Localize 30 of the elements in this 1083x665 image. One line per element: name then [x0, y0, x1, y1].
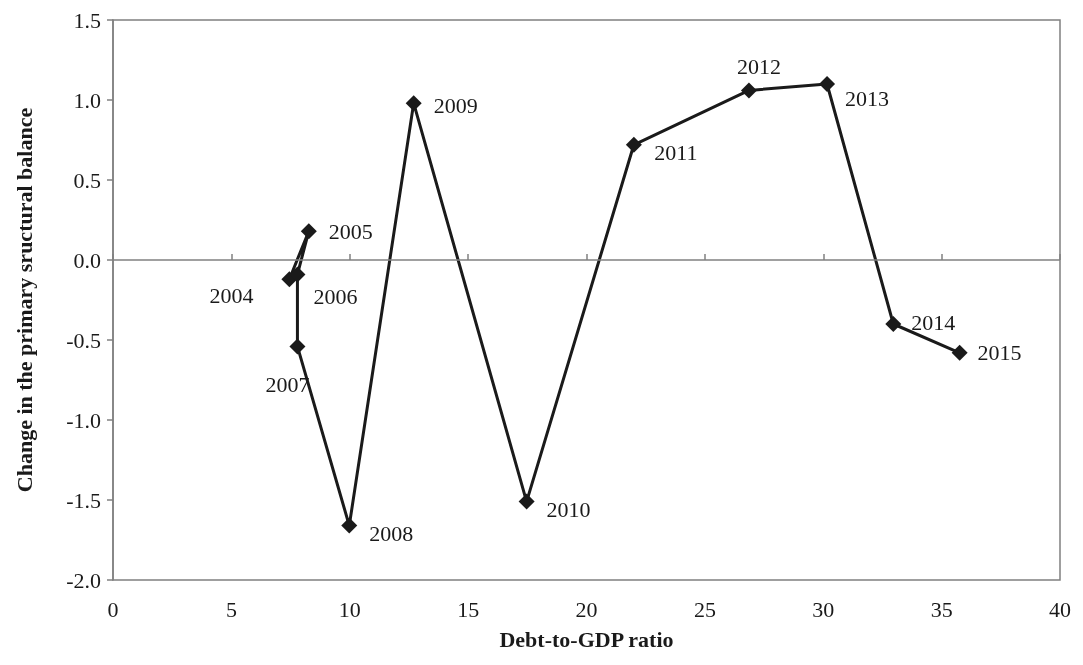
x-tick-label: 5 — [225, 596, 237, 622]
y-tick-label: -1.0 — [66, 407, 101, 433]
x-axis-title: Debt-to-GDP ratio — [499, 626, 674, 652]
y-tick-label: 1.5 — [73, 7, 101, 33]
annotation: 2013 — [845, 85, 890, 111]
x-tick-label: 15 — [457, 596, 480, 622]
annotation: 2010 — [546, 497, 591, 523]
y-tick-label: -0.5 — [66, 327, 101, 353]
annotation: 2011 — [654, 140, 698, 166]
x-tick-label: 20 — [575, 596, 598, 622]
annotation: 2004 — [209, 282, 254, 308]
y-tick-label: 0.0 — [73, 247, 101, 273]
annotation: 2008 — [369, 521, 414, 547]
y-tick-label: 0.5 — [73, 167, 101, 193]
annotation: 2012 — [736, 53, 781, 79]
x-tick-label: 0 — [107, 596, 119, 622]
y-axis-title: Change in the primary sructural balance — [11, 107, 37, 493]
y-tick-label: -2.0 — [66, 567, 101, 593]
x-tick-label: 25 — [693, 596, 716, 622]
annotation: 2005 — [328, 218, 373, 244]
y-tick-label: -1.5 — [66, 487, 101, 513]
annotation: 2006 — [313, 283, 358, 309]
annotation: 2014 — [911, 309, 956, 335]
x-tick-label: 10 — [338, 596, 361, 622]
x-tick-label: 30 — [812, 596, 835, 622]
x-tick-label: 35 — [930, 596, 953, 622]
x-tick-label: 40 — [1049, 596, 1071, 622]
annotation: 2015 — [977, 340, 1022, 366]
annotation: 2009 — [433, 92, 478, 118]
y-tick-label: 1.0 — [73, 87, 101, 113]
